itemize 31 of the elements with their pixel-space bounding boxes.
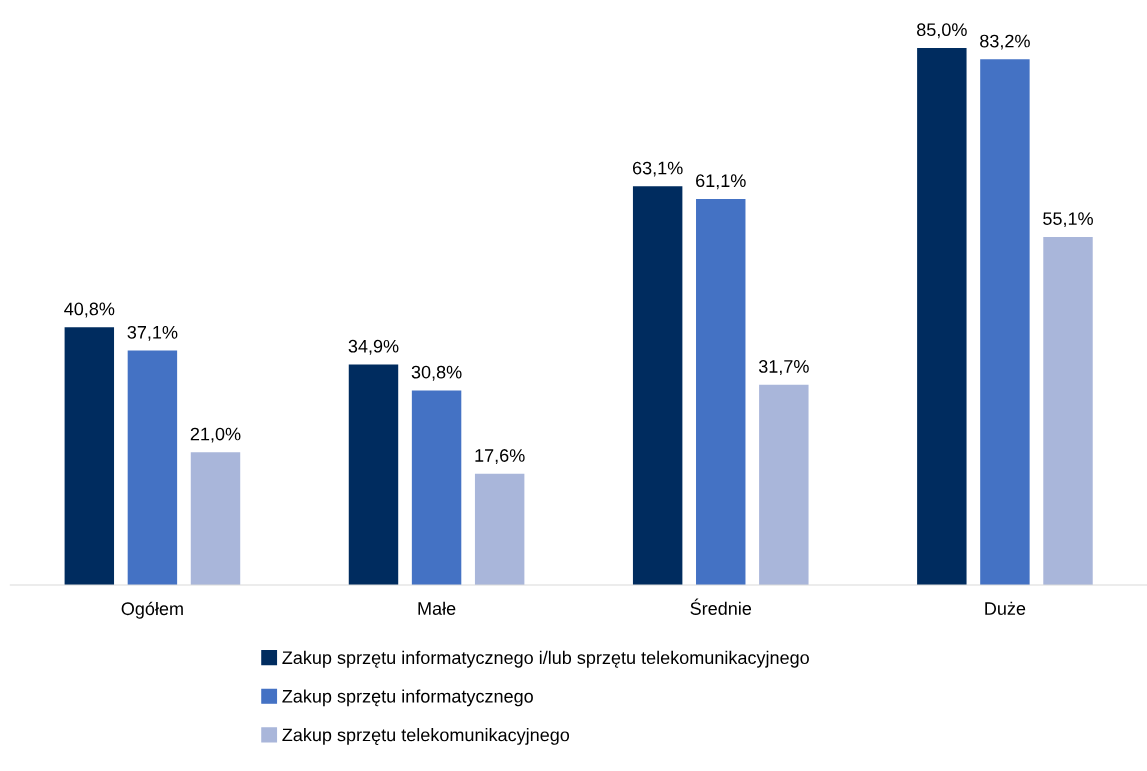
- bar: [759, 384, 809, 585]
- data-label: 31,7%: [758, 360, 809, 375]
- data-label: 61,1%: [696, 174, 746, 190]
- bar: [127, 350, 178, 585]
- data-label: 37,1%: [127, 325, 178, 341]
- data-label: 21,0%: [190, 427, 241, 443]
- legend-label: Zakup sprzętu informatycznego: [282, 689, 533, 707]
- bar: [1043, 236, 1093, 585]
- x-tick-label: Średnie: [690, 598, 752, 615]
- bar: [632, 186, 683, 585]
- data-label: 40,8%: [64, 302, 115, 318]
- x-tick-label: Ogółem: [121, 601, 183, 619]
- bar: [696, 198, 746, 585]
- bar: [190, 452, 241, 585]
- bar: [411, 390, 462, 585]
- data-label: 34,9%: [348, 339, 399, 355]
- data-label: 85,0%: [917, 23, 967, 39]
- data-label: 83,2%: [980, 34, 1030, 50]
- x-tick-label: Małe: [418, 601, 456, 615]
- data-label: 55,1%: [1043, 212, 1093, 228]
- bar: [917, 47, 967, 585]
- legend-label: Zakup sprzętu telekomunikacyjnego: [282, 728, 570, 745]
- bar: [980, 59, 1030, 585]
- x-tick-label: Duże: [985, 601, 1026, 615]
- data-label: 17,6%: [475, 449, 525, 465]
- bar: [474, 473, 525, 585]
- data-label: 63,1%: [632, 161, 683, 177]
- legend-label: Zakup sprzętu informatycznego i/lub sprzętu telekomunikacyjnego: [282, 650, 809, 668]
- data-label: 30,8%: [411, 365, 462, 381]
- bar: [348, 364, 399, 585]
- bar: [64, 327, 115, 585]
